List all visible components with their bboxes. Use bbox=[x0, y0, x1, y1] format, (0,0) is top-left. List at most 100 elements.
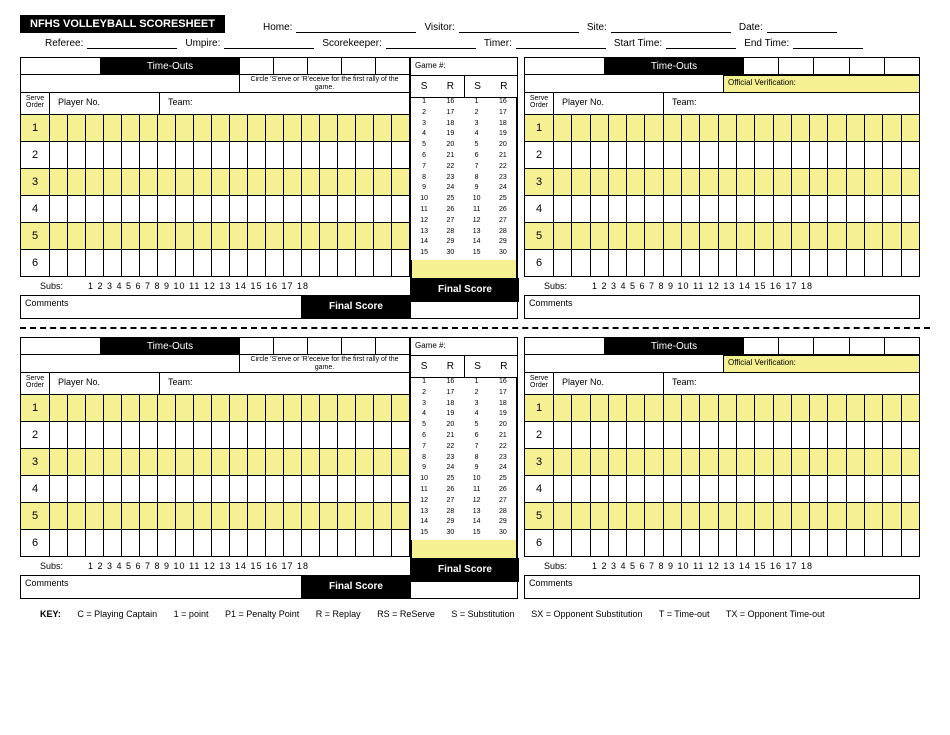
score-cell bbox=[774, 449, 792, 476]
column-headers: Serve Order Player No. Team: bbox=[524, 93, 920, 115]
score-cell bbox=[248, 530, 266, 557]
player-row: 2 bbox=[524, 422, 920, 449]
serve-order-num: 6 bbox=[524, 530, 554, 557]
score-cell bbox=[212, 422, 230, 449]
score-cell bbox=[158, 250, 176, 277]
instruction-text: Circle 'S'erve or 'R'eceive for the firs… bbox=[240, 355, 410, 373]
score-cell bbox=[68, 476, 86, 503]
score-cell bbox=[104, 530, 122, 557]
score-cell bbox=[266, 503, 284, 530]
score-cell bbox=[700, 422, 718, 449]
score-cell bbox=[392, 422, 410, 449]
score-cell bbox=[865, 196, 883, 223]
comments-row: Comments bbox=[524, 575, 920, 599]
score-cell bbox=[774, 142, 792, 169]
score-cell bbox=[902, 395, 920, 422]
score-cell bbox=[104, 395, 122, 422]
score-cell bbox=[320, 196, 338, 223]
score-cell bbox=[810, 250, 828, 277]
umpire-label: Umpire: bbox=[185, 38, 220, 49]
serve-order-num: 1 bbox=[524, 395, 554, 422]
score-cell bbox=[302, 115, 320, 142]
score-cell bbox=[392, 142, 410, 169]
score-cell bbox=[158, 395, 176, 422]
key-label: KEY: bbox=[40, 609, 61, 619]
score-cell bbox=[627, 476, 645, 503]
final-score: Final Score bbox=[411, 558, 519, 582]
score-cell bbox=[609, 142, 627, 169]
sr-header: S R S R bbox=[411, 356, 517, 378]
score-cell bbox=[86, 223, 104, 250]
score-cell bbox=[122, 142, 140, 169]
score-cell bbox=[68, 395, 86, 422]
score-cell bbox=[645, 503, 663, 530]
score-cell bbox=[302, 169, 320, 196]
score-cell bbox=[212, 169, 230, 196]
score-cell bbox=[737, 449, 755, 476]
serve-order-num: 4 bbox=[20, 196, 50, 223]
score-cell bbox=[627, 196, 645, 223]
home-label: Home: bbox=[263, 22, 292, 33]
score-cell bbox=[284, 503, 302, 530]
score-cell bbox=[212, 223, 230, 250]
score-cell bbox=[609, 223, 627, 250]
official-row: Official Verification: bbox=[524, 75, 920, 93]
serve-order-num: 6 bbox=[524, 250, 554, 277]
score-cell bbox=[627, 395, 645, 422]
score-cell bbox=[392, 476, 410, 503]
score-cell bbox=[392, 503, 410, 530]
score-cell bbox=[302, 142, 320, 169]
serve-order-num: 2 bbox=[20, 422, 50, 449]
timeout-row: Time-Outs bbox=[524, 337, 920, 355]
score-cell bbox=[158, 196, 176, 223]
timeout-cell bbox=[240, 337, 274, 355]
score-cell bbox=[302, 422, 320, 449]
score-cell bbox=[122, 476, 140, 503]
score-cell bbox=[865, 449, 883, 476]
score-cell bbox=[176, 196, 194, 223]
score-cell bbox=[212, 476, 230, 503]
score-cell bbox=[68, 142, 86, 169]
serve-order-num: 1 bbox=[20, 395, 50, 422]
timeout-row: Time-Outs bbox=[20, 57, 410, 75]
subs-label: Subs: bbox=[524, 281, 584, 291]
score-cell bbox=[356, 503, 374, 530]
score-cell bbox=[755, 476, 773, 503]
score-cell bbox=[158, 422, 176, 449]
score-cell bbox=[374, 250, 392, 277]
score-cell bbox=[68, 250, 86, 277]
score-cell bbox=[865, 250, 883, 277]
score-cell bbox=[554, 449, 572, 476]
score-cell bbox=[865, 142, 883, 169]
score-cell bbox=[810, 503, 828, 530]
score-cell bbox=[554, 142, 572, 169]
score-cell bbox=[248, 422, 266, 449]
score-cell bbox=[122, 250, 140, 277]
score-cell bbox=[50, 250, 68, 277]
title: NFHS VOLLEYBALL SCORESHEET bbox=[20, 15, 225, 33]
final-score: Final Score bbox=[302, 575, 410, 599]
comments-box: Comments bbox=[20, 295, 302, 319]
instruction-text: Circle 'S'erve or 'R'eceive for the firs… bbox=[240, 75, 410, 93]
serve-order-hdr: Serve Order bbox=[524, 93, 554, 115]
score-cell bbox=[320, 223, 338, 250]
score-cell bbox=[609, 169, 627, 196]
score-cell bbox=[86, 449, 104, 476]
score-cell bbox=[356, 449, 374, 476]
score-cell bbox=[302, 223, 320, 250]
score-cell bbox=[248, 476, 266, 503]
score-cell bbox=[664, 142, 682, 169]
score-cell bbox=[158, 503, 176, 530]
timeout-cell bbox=[308, 337, 342, 355]
score-cell bbox=[266, 422, 284, 449]
score-cell bbox=[338, 449, 356, 476]
score-cell bbox=[554, 530, 572, 557]
score-cell bbox=[591, 169, 609, 196]
date-line bbox=[767, 21, 837, 33]
timeout-cell bbox=[744, 337, 779, 355]
score-cell bbox=[338, 503, 356, 530]
score-cell bbox=[68, 422, 86, 449]
score-cell bbox=[248, 250, 266, 277]
score-cell bbox=[104, 223, 122, 250]
serve-order-num: 3 bbox=[20, 449, 50, 476]
